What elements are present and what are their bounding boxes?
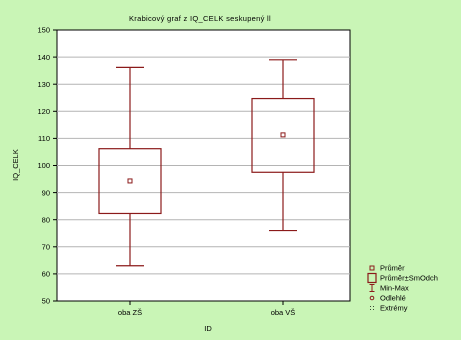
x-axis-label: ID	[204, 324, 212, 333]
box-body	[251, 97, 315, 173]
y-tick-label: 110	[38, 134, 50, 143]
legend-label: Průměr	[380, 264, 405, 273]
x-axis: oba ZŠ oba VŠ	[118, 301, 295, 317]
y-tick-label: 70	[42, 243, 50, 252]
legend-extreme-symbol: ∷	[370, 306, 375, 313]
mean-marker	[280, 132, 286, 138]
legend-item: Průměr±SmOdch	[367, 272, 438, 284]
y-tick-label: 120	[37, 107, 50, 116]
box-body	[98, 148, 162, 215]
box-group	[98, 66, 162, 267]
x-tick-label: oba VŠ	[271, 308, 296, 317]
x-tick-label: oba ZŠ	[118, 308, 142, 317]
legend-item: Průměr	[369, 264, 405, 273]
legend-item: Odlehlé	[369, 294, 406, 303]
mean-marker	[127, 178, 133, 184]
y-tick-label: 150	[37, 26, 50, 35]
legend-box-symbol	[367, 272, 377, 284]
legend-mean-symbol	[369, 265, 375, 271]
y-tick-label: 60	[42, 270, 50, 279]
y-tick-label: 100	[37, 161, 50, 170]
gridlines	[57, 56, 350, 275]
legend-item: Min-Max	[369, 284, 409, 293]
legend-label: Min-Max	[380, 284, 409, 293]
legend-label: Odlehlé	[380, 294, 406, 303]
y-tick-label: 80	[42, 215, 50, 224]
y-axis: 50 60 70 80 90 100 110 120 130 140 150	[37, 26, 57, 306]
box-group	[251, 59, 315, 232]
y-tick-label: 90	[42, 188, 50, 197]
y-axis-label: IQ_CELK	[11, 149, 20, 181]
legend-label: Extrémy	[380, 304, 408, 313]
legend-item: ∷ Extrémy	[370, 304, 408, 313]
legend-outlier-symbol	[369, 295, 375, 301]
y-tick-label: 140	[37, 53, 50, 62]
legend-label: Průměr±SmOdch	[380, 274, 438, 283]
y-tick-label: 50	[42, 297, 50, 306]
boxes	[98, 59, 315, 267]
chart-title: Krabicový graf z IQ_CELK seskupený ll	[129, 14, 271, 23]
y-tick-label: 130	[37, 80, 50, 89]
